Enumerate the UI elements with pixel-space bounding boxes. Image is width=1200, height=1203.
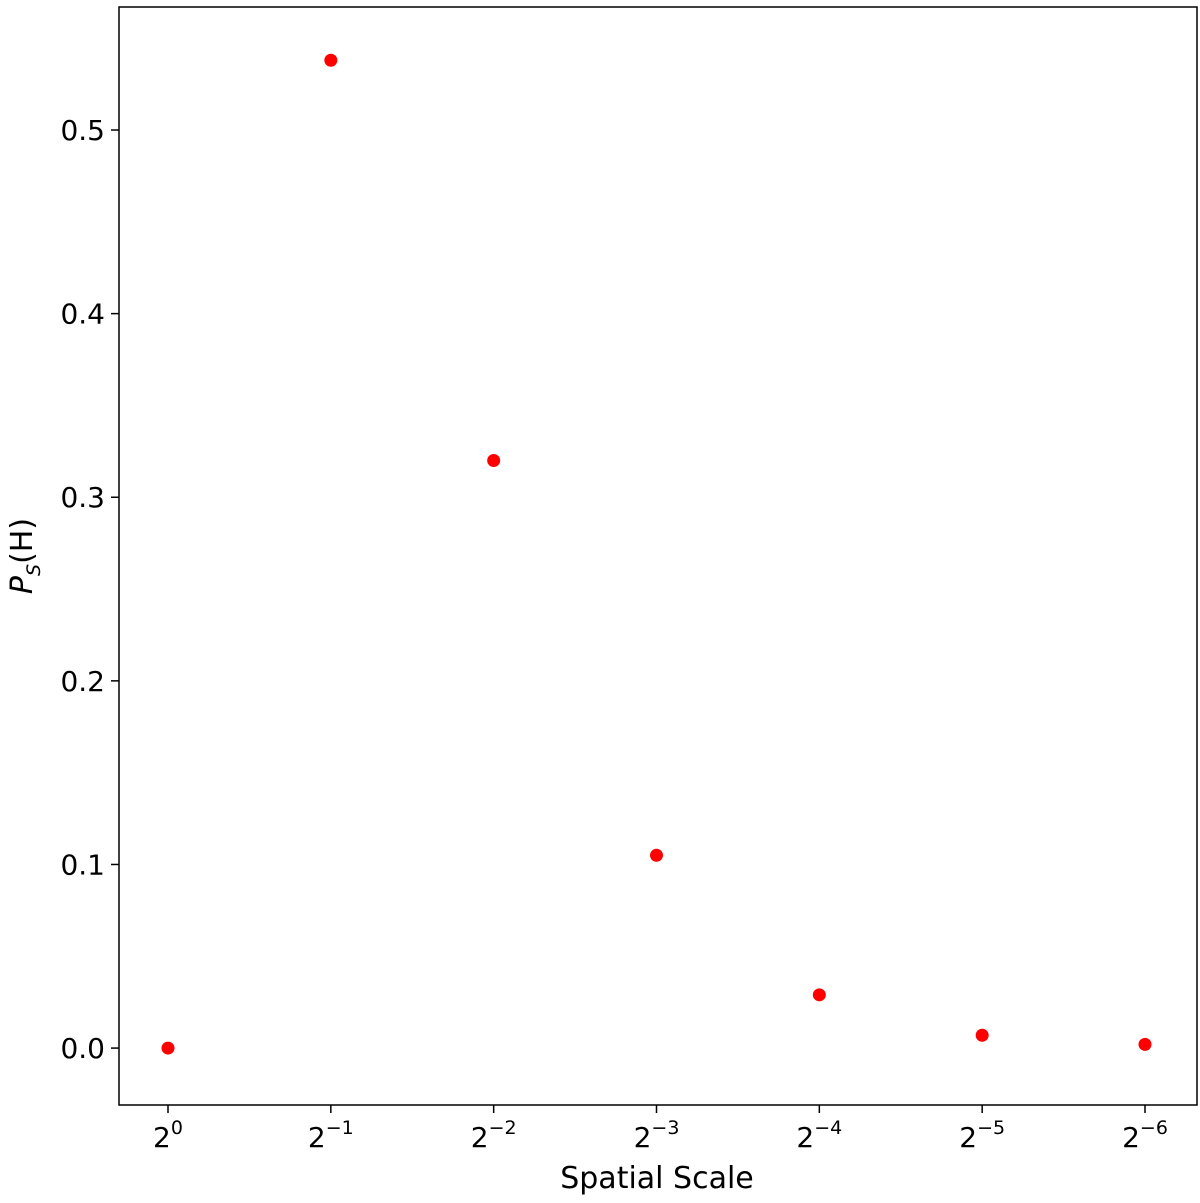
y-tick-label: 0.3 — [60, 481, 105, 514]
data-point — [1138, 1037, 1152, 1051]
y-tick-label: 0.1 — [60, 848, 105, 881]
data-point — [324, 53, 338, 67]
data-point — [812, 988, 826, 1002]
x-tick-label: 20 — [153, 1117, 183, 1154]
y-axis: 0.0 0.1 0.2 0.3 0.4 0.5 — [60, 114, 119, 1065]
data-points — [161, 53, 1152, 1055]
y-tick-label: 0.0 — [60, 1032, 105, 1065]
x-tick-label: 2−6 — [1122, 1117, 1168, 1154]
plot-frame — [118, 6, 1198, 1106]
y-tick-label: 0.2 — [60, 665, 105, 698]
x-tick-label: 2−5 — [959, 1117, 1005, 1154]
data-point — [161, 1041, 175, 1055]
x-tick-label: 2−1 — [308, 1117, 354, 1154]
y-axis-label-base: P — [5, 575, 40, 594]
x-axis-label: Spatial Scale — [560, 1161, 754, 1196]
data-point — [975, 1028, 989, 1042]
data-point — [487, 454, 501, 468]
y-tick-label: 0.5 — [60, 114, 105, 147]
y-tick-label: 0.4 — [60, 298, 105, 331]
y-axis-label-subscript: S — [23, 564, 45, 576]
y-axis-label-argument: (H) — [5, 518, 40, 564]
x-tick-label: 2−4 — [796, 1117, 842, 1154]
y-axis-label: PS(H) — [5, 518, 45, 594]
x-tick-label: 2−2 — [471, 1117, 517, 1154]
data-point — [650, 848, 663, 862]
x-tick-label: 2−3 — [634, 1117, 680, 1154]
x-axis: 20 2−1 2−2 2−3 2−4 2−5 2−6 — [153, 1105, 1168, 1154]
